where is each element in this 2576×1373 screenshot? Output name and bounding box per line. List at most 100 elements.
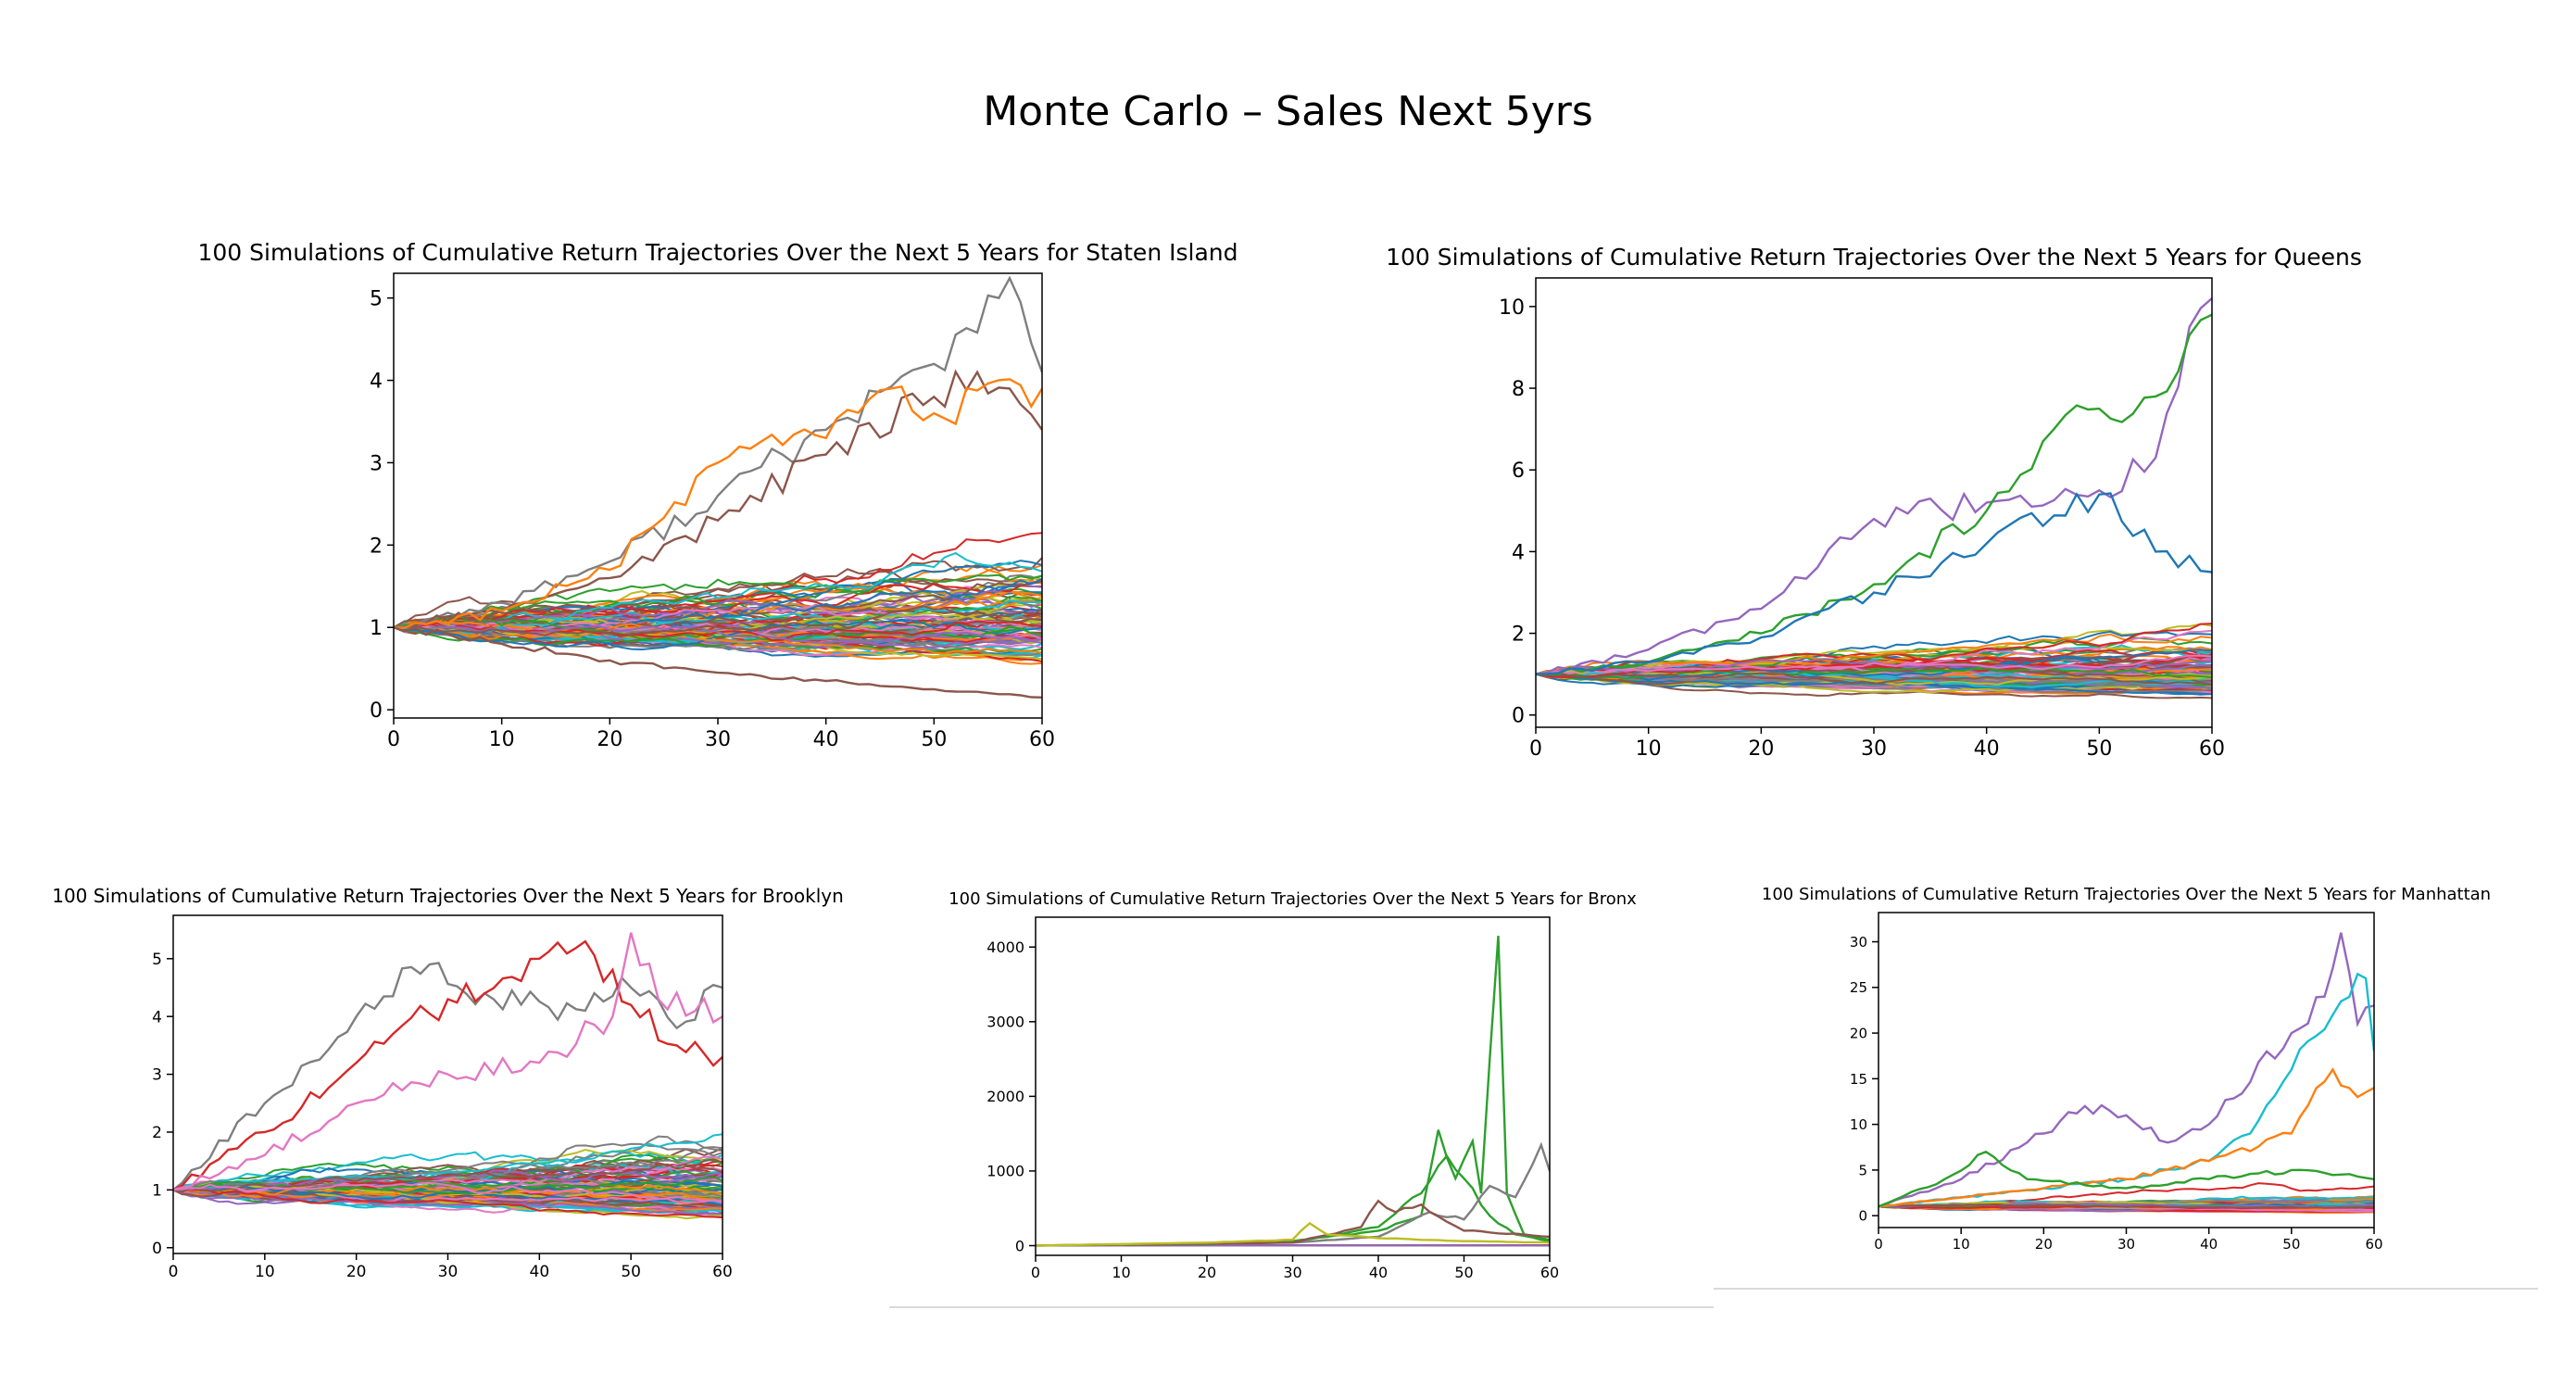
simulation-line bbox=[1536, 672, 2212, 686]
y-tick-label: 10 bbox=[1499, 296, 1525, 320]
y-tick-label: 1 bbox=[152, 1181, 162, 1200]
highlight-simulation-line bbox=[1879, 972, 2374, 1208]
x-tick-label: 20 bbox=[346, 1263, 367, 1281]
simulation-line bbox=[173, 1181, 723, 1204]
y-tick-label: 4 bbox=[152, 1008, 162, 1027]
series-group bbox=[1036, 936, 1550, 1247]
simulation-line bbox=[394, 612, 1042, 636]
chart-svg: 100 Simulations of Cumulative Return Tra… bbox=[949, 889, 1637, 1281]
series-group bbox=[1536, 297, 2212, 699]
brooklyn-chart: 100 Simulations of Cumulative Return Tra… bbox=[0, 875, 889, 1320]
y-tick-label: 4 bbox=[370, 370, 383, 393]
highlight-simulation-line bbox=[173, 939, 723, 1191]
series-group bbox=[1879, 932, 2374, 1215]
separator-line bbox=[1714, 1288, 2538, 1290]
x-tick-label: 40 bbox=[1974, 737, 2000, 761]
simulation-line bbox=[173, 1150, 723, 1191]
highlight-simulation-line bbox=[1036, 936, 1550, 1247]
simulation-line bbox=[1536, 649, 2212, 681]
x-tick-label: 20 bbox=[2035, 1236, 2053, 1253]
y-tick-label: 5 bbox=[1858, 1162, 1867, 1178]
y-tick-label: 0 bbox=[370, 699, 383, 723]
chart-title: 100 Simulations of Cumulative Return Tra… bbox=[949, 889, 1637, 909]
y-tick-label: 30 bbox=[1850, 934, 1867, 951]
x-tick-label: 50 bbox=[2086, 737, 2112, 761]
simulation-line bbox=[1879, 1203, 2374, 1209]
y-tick-label: 0 bbox=[1015, 1237, 1024, 1254]
x-tick-label: 50 bbox=[1454, 1264, 1473, 1281]
x-tick-label: 0 bbox=[1874, 1236, 1883, 1253]
x-tick-label: 30 bbox=[438, 1263, 459, 1281]
y-tick-label: 2 bbox=[152, 1124, 162, 1142]
slide-title: Monte Carlo – Sales Next 5yrs bbox=[983, 88, 1593, 135]
chart-title: 100 Simulations of Cumulative Return Tra… bbox=[1762, 885, 2491, 904]
y-tick-label: 2000 bbox=[986, 1088, 1024, 1105]
queens-chart: 100 Simulations of Cumulative Return Tra… bbox=[1334, 236, 2408, 774]
y-tick-label: 15 bbox=[1850, 1071, 1867, 1088]
x-tick-label: 20 bbox=[597, 728, 622, 751]
x-tick-label: 0 bbox=[1529, 737, 1542, 761]
x-tick-label: 60 bbox=[2365, 1236, 2382, 1253]
simulation-line bbox=[1536, 671, 2212, 696]
y-tick-label: 2 bbox=[370, 535, 383, 558]
x-tick-label: 40 bbox=[530, 1263, 550, 1281]
x-tick-label: 30 bbox=[1283, 1264, 1301, 1281]
x-tick-label: 20 bbox=[1198, 1264, 1216, 1281]
simulation-line bbox=[173, 1187, 723, 1203]
y-tick-label: 5 bbox=[152, 951, 162, 969]
simulation-line bbox=[173, 1183, 723, 1198]
y-tick-label: 10 bbox=[1850, 1116, 1867, 1133]
highlight-simulation-line bbox=[173, 932, 723, 1191]
y-tick-label: 3 bbox=[152, 1066, 162, 1085]
y-tick-label: 4 bbox=[1512, 541, 1525, 564]
simulation-line bbox=[394, 615, 1042, 636]
y-tick-label: 2 bbox=[1512, 624, 1525, 647]
y-tick-label: 5 bbox=[370, 288, 383, 311]
x-tick-label: 10 bbox=[1112, 1264, 1130, 1281]
x-tick-label: 10 bbox=[489, 728, 515, 751]
x-tick-label: 60 bbox=[1540, 1264, 1559, 1281]
simulation-line bbox=[394, 604, 1042, 638]
y-tick-label: 0 bbox=[1858, 1208, 1867, 1225]
x-tick-label: 50 bbox=[621, 1263, 641, 1281]
simulation-line bbox=[394, 614, 1042, 642]
x-tick-label: 60 bbox=[712, 1263, 733, 1281]
simulation-line bbox=[173, 1133, 723, 1192]
y-tick-label: 8 bbox=[1512, 378, 1525, 401]
bronx-chart: 100 Simulations of Cumulative Return Tra… bbox=[894, 880, 1704, 1288]
x-tick-label: 30 bbox=[2117, 1236, 2135, 1253]
x-tick-label: 30 bbox=[1861, 737, 1887, 761]
highlight-simulation-line bbox=[173, 962, 723, 1191]
x-tick-label: 10 bbox=[1636, 737, 1662, 761]
x-tick-label: 60 bbox=[1029, 728, 1055, 751]
y-tick-label: 25 bbox=[1850, 979, 1867, 996]
simulation-line bbox=[1536, 673, 2212, 687]
separator-line bbox=[889, 1306, 1714, 1308]
x-tick-label: 50 bbox=[2282, 1236, 2300, 1253]
y-tick-label: 4000 bbox=[986, 938, 1024, 956]
y-tick-label: 6 bbox=[1512, 460, 1525, 483]
chart-svg: 100 Simulations of Cumulative Return Tra… bbox=[1386, 244, 2362, 761]
highlight-simulation-line bbox=[1879, 1150, 2374, 1208]
simulation-line bbox=[394, 573, 1042, 629]
y-tick-label: 1 bbox=[370, 617, 383, 640]
highlight-simulation-line bbox=[1036, 1153, 1550, 1247]
chart-title: 100 Simulations of Cumulative Return Tra… bbox=[198, 239, 1238, 266]
highlight-simulation-line bbox=[394, 275, 1042, 629]
y-tick-label: 3000 bbox=[986, 1014, 1024, 1031]
x-tick-label: 50 bbox=[921, 728, 947, 751]
x-tick-label: 30 bbox=[705, 728, 731, 751]
chart-svg: 100 Simulations of Cumulative Return Tra… bbox=[52, 885, 844, 1281]
y-tick-label: 0 bbox=[152, 1240, 162, 1258]
highlight-simulation-line bbox=[394, 378, 1042, 630]
simulation-line bbox=[1536, 654, 2212, 675]
chart-title: 100 Simulations of Cumulative Return Tra… bbox=[52, 885, 844, 907]
highlight-simulation-line bbox=[394, 626, 1042, 699]
chart-title: 100 Simulations of Cumulative Return Tra… bbox=[1386, 244, 2362, 271]
chart-svg: 100 Simulations of Cumulative Return Tra… bbox=[198, 239, 1238, 751]
x-tick-label: 0 bbox=[387, 728, 400, 751]
simulation-line bbox=[394, 623, 1042, 649]
highlight-simulation-line bbox=[1536, 297, 2212, 675]
x-tick-label: 20 bbox=[1748, 737, 1774, 761]
highlight-simulation-line bbox=[1879, 1067, 2374, 1208]
